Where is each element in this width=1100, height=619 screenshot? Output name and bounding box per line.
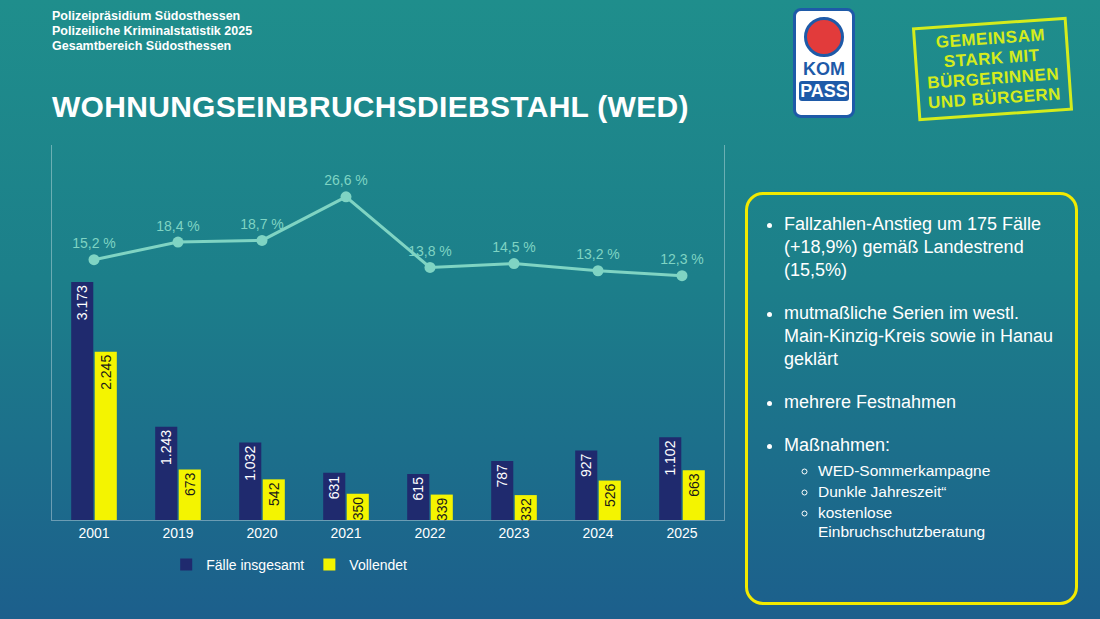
html-text:mutmaßliche Serien im westl. M: mutmaßliche Serien im westl. Main-Kinzig…: [784, 303, 1054, 369]
svg-text:615: 615: [410, 477, 426, 501]
html-text:Dunkle Jahreszeit“: Dunkle Jahreszeit“: [818, 483, 947, 500]
svg-text:2025: 2025: [666, 525, 697, 541]
svg-text:2022: 2022: [414, 525, 445, 541]
svg-text:526: 526: [602, 484, 618, 508]
html-text:WED-Sommerkampagne: WED-Sommerkampagne: [818, 462, 991, 479]
svg-text:2020: 2020: [246, 525, 277, 541]
svg-text:2021: 2021: [330, 525, 361, 541]
svg-text:18,7 %: 18,7 %: [240, 216, 284, 232]
svg-text:350: 350: [350, 497, 366, 521]
svg-text:26,6 %: 26,6 %: [324, 172, 368, 188]
svg-text:673: 673: [182, 473, 198, 497]
svg-text:2019: 2019: [162, 525, 193, 541]
html-text:mehrere Festnahmen: mehrere Festnahmen: [784, 392, 957, 412]
svg-text:2001: 2001: [78, 525, 109, 541]
svg-text:787: 787: [494, 464, 510, 488]
html-text:Gesamtbereich Südosthessen: Gesamtbereich Südosthessen: [52, 39, 232, 53]
svg-text:Fälle insgesamt: Fälle insgesamt: [206, 557, 304, 573]
svg-text:2023: 2023: [498, 525, 529, 541]
svg-text:12,3 %: 12,3 %: [660, 251, 704, 267]
html-text:WOHNUNGSEINBRUCHSDIEBSTAHL (WE: WOHNUNGSEINBRUCHSDIEBSTAHL (WED): [52, 90, 689, 123]
svg-text:1.243: 1.243: [158, 430, 174, 465]
svg-text:18,4 %: 18,4 %: [156, 218, 200, 234]
svg-text:13,8 %: 13,8 %: [408, 243, 452, 259]
svg-text:1.102: 1.102: [662, 440, 678, 475]
svg-text:3.173: 3.173: [74, 285, 90, 320]
svg-text:663: 663: [686, 473, 702, 497]
html-text:PASS: PASS: [800, 81, 848, 101]
svg-text:542: 542: [266, 482, 282, 506]
html-text:UND BÜRGERN: UND BÜRGERN: [927, 84, 1062, 113]
svg-text:Vollendet: Vollendet: [349, 557, 407, 573]
svg-text:15,2 %: 15,2 %: [72, 235, 116, 251]
html-text:STARK MIT: STARK MIT: [943, 45, 1041, 72]
svg-text:339: 339: [434, 498, 450, 522]
svg-text:927: 927: [578, 453, 594, 477]
svg-text:1.032: 1.032: [242, 446, 258, 481]
html-text:Polizeipräsidium Südosthessen: Polizeipräsidium Südosthessen: [52, 9, 241, 23]
html-text:GEMEINSAM: GEMEINSAM: [935, 25, 1046, 52]
html-text:Polizeiliche Kriminalstatistik: Polizeiliche Kriminalstatistik 2025: [52, 24, 253, 38]
svg-text:332: 332: [518, 498, 534, 522]
html-text:Maßnahmen:: Maßnahmen:: [784, 435, 891, 455]
html-text:BÜRGERINNEN: BÜRGERINNEN: [926, 64, 1060, 93]
svg-text:2024: 2024: [582, 525, 613, 541]
svg-text:2.245: 2.245: [98, 355, 114, 390]
html-text:KOM: KOM: [803, 59, 845, 79]
svg-text:631: 631: [326, 476, 342, 500]
html-text:kostenlose Einbruchschutzberat: kostenlose Einbruchschutzberatung: [818, 504, 986, 540]
svg-text:13,2 %: 13,2 %: [576, 246, 620, 262]
svg-text:14,5 %: 14,5 %: [492, 239, 536, 255]
html-text:Fallzahlen-Anstieg um 175 Fäll: Fallzahlen-Anstieg um 175 Fälle (+18,9%)…: [784, 214, 1042, 280]
